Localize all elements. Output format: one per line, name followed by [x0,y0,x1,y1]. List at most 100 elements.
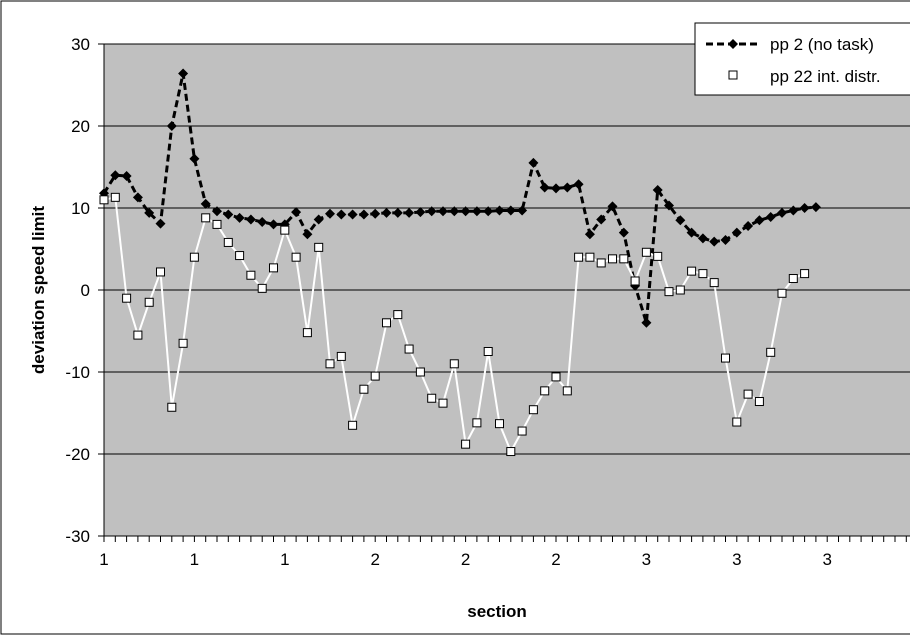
data-point [540,386,550,396]
data-point [449,359,459,369]
data-point [483,347,493,356]
x-tick-label: 2 [461,550,470,569]
data-point [426,206,437,217]
x-tick-label: 3 [642,550,651,569]
data-point [686,227,697,238]
data-point [99,195,109,205]
data-point [584,229,595,240]
data-point [336,209,347,220]
x-tick-label: 2 [551,550,560,569]
data-point [766,347,776,357]
data-point [687,266,697,276]
y-tick-label: 10 [71,199,90,218]
data-point [235,251,245,261]
series-pp2 [99,68,821,328]
data-point [810,202,821,213]
data-point [234,212,245,223]
data-point [189,252,199,262]
data-point [596,258,606,268]
data-point [630,276,640,286]
data-point [551,372,561,382]
data-point [732,417,742,427]
data-point [268,219,279,230]
data-point [788,205,799,216]
data-point [675,285,685,295]
data-point [291,207,302,218]
legend-marker-pp22 [728,70,738,80]
data-point [415,207,426,218]
data-point [415,367,425,377]
data-point [765,212,776,223]
data-point [449,206,460,217]
data-point [618,227,629,238]
x-tick-label: 1 [190,550,199,569]
data-point [358,209,369,220]
data-point [110,192,120,202]
data-point [641,317,652,328]
x-tick-label: 3 [732,550,741,569]
data-point [573,179,584,190]
series-pp22 [99,192,810,457]
data-point [223,237,233,247]
data-point [392,207,403,218]
data-point [370,208,381,219]
data-point [460,206,471,217]
y-axis-title: deviation speed limit [29,206,48,374]
data-point [438,398,448,408]
data-point [314,242,324,252]
data-point [675,215,686,226]
data-point [156,267,165,277]
data-point [144,297,154,307]
y-tick-label: -30 [65,527,90,546]
data-point [743,221,754,232]
data-point [438,206,448,217]
data-point [223,209,234,220]
data-point [347,209,358,220]
data-point [517,426,527,436]
data-point [505,205,516,216]
y-tick-label: -10 [65,363,90,382]
data-point [291,252,301,262]
data-point [302,229,313,240]
data-point [404,207,415,218]
data-point [257,216,268,227]
data-point [178,338,188,348]
data-point [709,236,720,247]
data-point [472,418,482,428]
data-point [517,205,528,216]
y-tick-label: -20 [65,445,90,464]
series-line [102,73,817,324]
data-point [427,393,437,403]
data-point [494,205,505,216]
data-point [551,183,561,194]
data-point [619,254,629,264]
data-point [596,214,607,225]
data-point [754,215,765,226]
data-point [133,330,143,340]
data-point [167,402,177,412]
data-point [461,439,471,449]
y-tick-label: 30 [71,35,90,54]
data-point [562,386,572,396]
data-point [121,171,132,182]
x-axis-title: section [467,602,527,621]
data-point [325,208,335,219]
data-point [743,389,753,399]
data-point [348,420,358,430]
data-point [155,218,166,229]
series-layer [99,68,821,457]
data-point [178,68,189,79]
data-point [607,201,618,212]
y-tick-label: 20 [71,117,90,136]
data-point [110,170,121,181]
data-point [257,283,267,293]
data-point [574,252,584,262]
x-tick-label: 3 [822,550,831,569]
data-point [698,269,708,279]
data-point [664,287,674,297]
data-point [528,405,538,415]
x-tick-label: 1 [99,550,108,569]
x-tick-label: 1 [280,550,289,569]
data-point [664,200,674,211]
